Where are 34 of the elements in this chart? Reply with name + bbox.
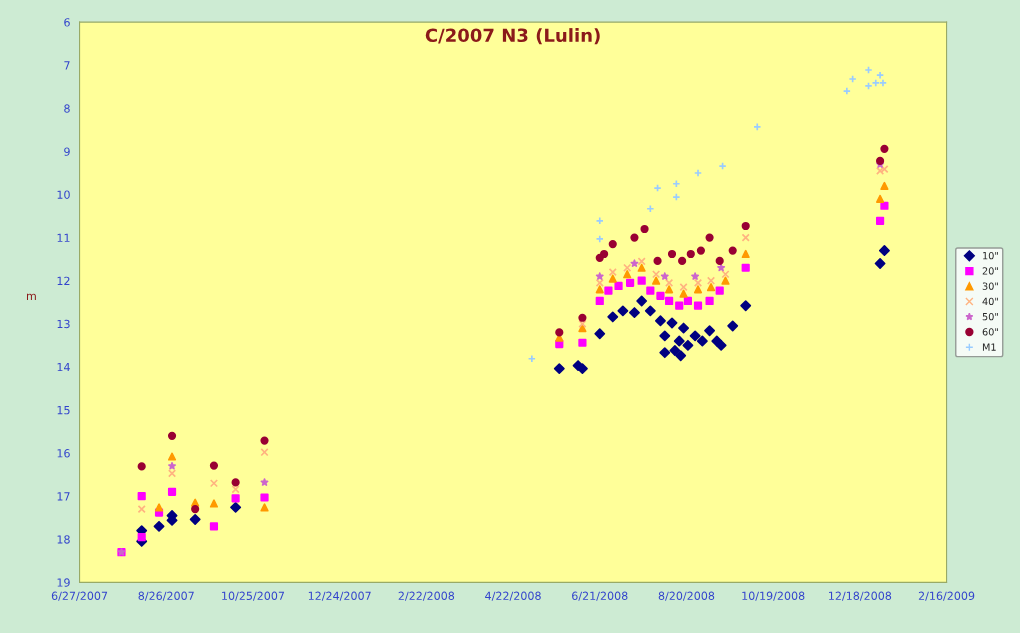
y-tick-label: 13 [57, 319, 70, 329]
y-tick-label: 14 [57, 363, 70, 372]
y-tick-label: 9 [64, 147, 70, 156]
legend-label: 40" [982, 297, 998, 306]
y-tick-label: 12 [57, 276, 70, 285]
x-tick-label: 4/22/2008 [485, 591, 541, 601]
y-tick-label: 16 [57, 449, 70, 458]
y-tick-label: 6 [64, 18, 70, 27]
legend-label: 30" [982, 282, 998, 290]
legend-label: 60" [982, 328, 998, 336]
y-tick-label: 15 [57, 406, 70, 415]
y-tick-label: 17 [57, 492, 70, 501]
y-tick-label: 19 [57, 578, 70, 587]
y-tick-label: 8 [64, 104, 70, 113]
x-tick-label: 2/16/2009 [918, 591, 975, 601]
x-tick-label: 6/27/2007 [51, 591, 108, 601]
y-tick-label: 18 [57, 535, 70, 544]
y-axis-title: m [26, 293, 36, 300]
y-tick-label: 7 [64, 61, 70, 70]
x-tick-label: 2/22/2008 [398, 591, 455, 601]
x-tick-label: 12/18/2008 [829, 591, 892, 601]
legend-label: 20" [982, 267, 998, 275]
x-tick-label: 8/20/2008 [658, 591, 715, 601]
x-tick-label: 10/19/2008 [742, 591, 805, 601]
legend-label: M1 [982, 343, 996, 351]
x-tick-label: 12/24/2007 [308, 591, 371, 601]
chart-title: C/2007 N3 (Lulin) [425, 28, 600, 45]
x-tick-label: 6/21/2008 [572, 591, 628, 601]
legend-label: 10" [983, 252, 998, 260]
y-tick-label: 11 [57, 233, 70, 242]
x-tick-label: 8/26/2007 [138, 591, 194, 601]
x-tick-label: 10/25/2007 [222, 591, 285, 601]
legend-label: 50" [982, 312, 998, 321]
y-tick-label: 10 [57, 190, 70, 199]
